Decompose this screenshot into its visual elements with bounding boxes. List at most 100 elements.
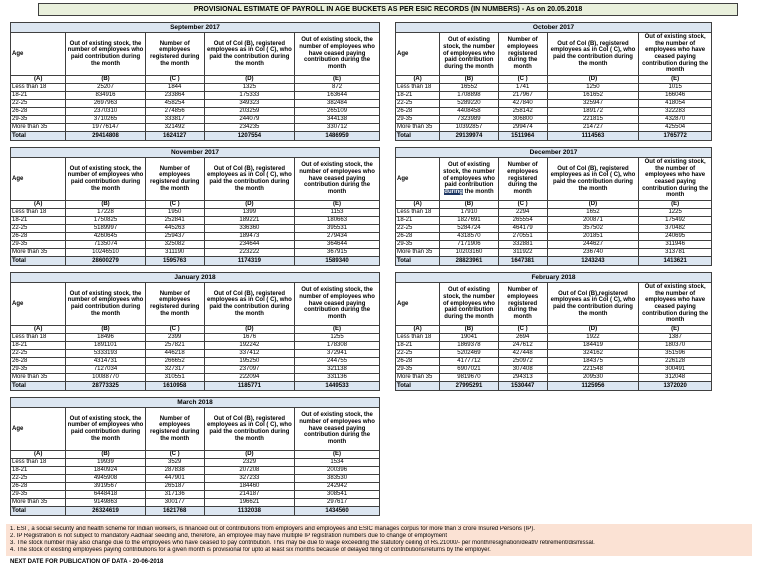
value-cell: 258142 <box>497 107 548 116</box>
age-bucket-label: 29-35 <box>9 240 67 249</box>
age-column-header: Age <box>394 157 441 201</box>
age-bucket-row: 22-25 4945908 447901 327233 383530 <box>9 474 380 483</box>
value-cell: 324162 <box>546 349 640 358</box>
month-header: September 2017 <box>10 22 380 33</box>
value-cell: 5289220 <box>439 99 499 108</box>
column-letter-label: (D) <box>546 75 640 84</box>
total-label: Total <box>394 256 441 266</box>
column-letter-label: (C ) <box>497 200 548 209</box>
value-cell: 189172 <box>546 107 640 116</box>
value-cell: 265187 <box>144 482 205 491</box>
total-row: Total 28773325 1610958 1185771 1449533 <box>9 381 380 391</box>
total-value-cell: 29414808 <box>65 131 146 141</box>
column-header: Number of employees registered during th… <box>497 157 548 201</box>
total-value-cell: 1449533 <box>294 381 380 391</box>
value-cell: 307408 <box>497 365 548 374</box>
age-bucket-label: 22-25 <box>394 99 441 108</box>
column-header: Out of existing stock, the number of emp… <box>294 157 380 201</box>
value-cell: 1844 <box>144 83 205 92</box>
value-cell: 1869378 <box>439 341 499 350</box>
column-header: Number of employees registered during th… <box>144 282 205 326</box>
value-cell: 196621 <box>203 498 296 507</box>
value-cell: 189473 <box>203 232 296 241</box>
age-bucket-label: More than 35 <box>9 498 67 507</box>
age-bucket-label: Less than 18 <box>9 83 67 92</box>
payroll-age-bucket-table: March 2018 Age Out of existing stock, the … <box>9 397 380 516</box>
value-cell: 184460 <box>203 482 296 491</box>
month-header: January 2018 <box>10 272 380 283</box>
column-letter-label: (D) <box>546 325 640 334</box>
age-bucket-label: Less than 18 <box>394 83 441 92</box>
column-header: Out of existing stock, the number of emp… <box>638 282 712 326</box>
payroll-age-bucket-table: October 2017 Age Out of existing stock, th… <box>394 22 712 141</box>
age-bucket-row: 22-25 5284724 464179 357502 370482 <box>394 224 712 233</box>
value-cell: 458254 <box>144 99 205 108</box>
value-cell: 19041 <box>439 333 499 342</box>
total-row: Total 27995291 1530447 1125956 1372020 <box>394 381 712 391</box>
age-bucket-row: 29-35 6907021 307408 221548 300491 <box>394 365 712 374</box>
value-cell: 447901 <box>144 474 205 483</box>
total-value-cell: 1413621 <box>638 256 712 266</box>
total-row: Total 29139974 1511964 1114563 1765772 <box>394 131 712 141</box>
value-cell: 17910 <box>439 208 499 217</box>
total-value-cell: 1595763 <box>144 256 205 266</box>
column-letter-label: (B) <box>439 75 499 84</box>
column-letter-label: (E) <box>638 200 712 209</box>
age-bucket-row: 26-28 4314731 266652 195250 244755 <box>9 357 380 366</box>
age-bucket-row: Less than 18 17910 2294 1652 1225 <box>394 208 712 217</box>
value-cell: 5202469 <box>439 349 499 358</box>
value-cell: 322283 <box>638 107 712 116</box>
age-bucket-row: 26-28 4260645 259437 189473 279434 <box>9 232 380 241</box>
value-cell: 325947 <box>546 99 640 108</box>
total-label: Total <box>394 381 441 391</box>
value-cell: 312048 <box>638 373 712 382</box>
value-cell: 214187 <box>203 490 296 499</box>
value-cell: 3529 <box>144 458 205 467</box>
total-value-cell: 1185771 <box>203 381 296 391</box>
value-cell: 432870 <box>638 115 712 124</box>
total-label: Total <box>9 256 67 266</box>
value-cell: 259437 <box>144 232 205 241</box>
column-letter-label: (A) <box>394 325 441 334</box>
age-bucket-row: 22-25 5289220 427840 325947 418054 <box>394 99 712 108</box>
value-cell: 217967 <box>497 91 548 100</box>
column-letter-label: (C ) <box>144 200 205 209</box>
value-cell: 1741 <box>497 83 548 92</box>
column-header: Number of employees registered during th… <box>497 32 548 76</box>
month-header: December 2017 <box>395 147 712 158</box>
column-header: Out of Col (B), registered employees as … <box>203 407 296 451</box>
header-text: Out of existing stock, the number of emp… <box>442 162 495 189</box>
payroll-age-bucket-table: January 2018 Age Out of existing stock, th… <box>9 272 380 391</box>
selected-word-highlight: during <box>444 189 463 196</box>
total-value-cell: 28773325 <box>65 381 146 391</box>
value-cell: 2329 <box>203 458 296 467</box>
column-header: Out of existing stock, the number of emp… <box>439 157 499 201</box>
value-cell: 311946 <box>638 240 712 249</box>
value-cell: 265109 <box>294 107 380 116</box>
column-header: Out of existing stock, the number of emp… <box>638 157 712 201</box>
value-cell: 327233 <box>203 474 296 483</box>
value-cell: 1891101 <box>65 341 146 350</box>
value-cell: 311922 <box>497 248 548 257</box>
value-cell: 287838 <box>144 466 205 475</box>
column-header: Out of existing stock, the number of emp… <box>294 282 380 326</box>
value-cell: 3710265 <box>65 115 146 124</box>
value-cell: 1225 <box>638 208 712 217</box>
age-bucket-label: More than 35 <box>9 373 67 382</box>
value-cell: 325082 <box>144 240 205 249</box>
total-value-cell: 26324619 <box>65 506 146 516</box>
value-cell: 425504 <box>638 123 712 132</box>
value-cell: 10246510 <box>65 248 146 257</box>
column-letter-label: (D) <box>546 200 640 209</box>
age-bucket-label: 29-35 <box>9 490 67 499</box>
age-bucket-row: 18-21 1891101 257821 192242 178308 <box>9 341 380 350</box>
value-cell: 222094 <box>203 373 296 382</box>
column-header: Out of Col (B), registered employees as … <box>203 282 296 326</box>
value-cell: 418054 <box>638 99 712 108</box>
value-cell: 244627 <box>546 240 640 249</box>
age-bucket-row: 18-21 834916 233864 175333 163644 <box>9 91 380 100</box>
column-letter-label: (E) <box>294 325 380 334</box>
age-bucket-label: More than 35 <box>9 248 67 257</box>
value-cell: 10203160 <box>439 248 499 257</box>
value-cell: 175492 <box>638 216 712 225</box>
